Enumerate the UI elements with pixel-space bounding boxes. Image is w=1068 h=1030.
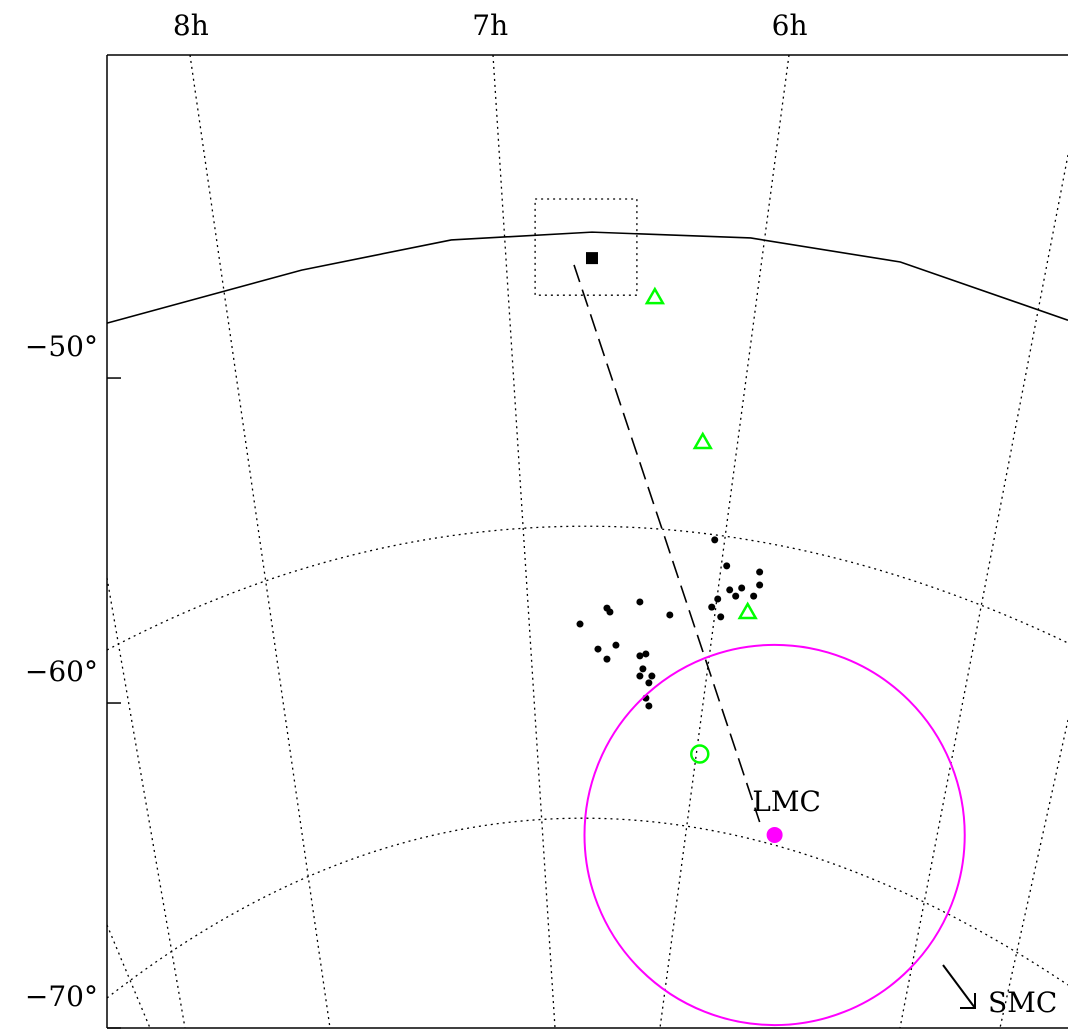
solid-line — [106, 231, 1068, 324]
ra-grid — [659, 54, 790, 1029]
dot — [639, 665, 647, 673]
dot — [594, 645, 602, 653]
dot — [738, 584, 746, 592]
dot — [666, 611, 674, 619]
x-tick-label: 8h — [173, 9, 209, 42]
y-tick-label: −70° — [25, 980, 98, 1013]
frame — [106, 54, 1068, 1029]
coordinate-grid — [106, 54, 1068, 1029]
dot — [756, 568, 764, 576]
dot — [648, 672, 656, 680]
dot — [636, 672, 644, 680]
extent-circle — [583, 643, 966, 1027]
dot — [612, 641, 620, 649]
dot — [636, 652, 644, 660]
dot — [603, 655, 611, 663]
point-label: LMC — [752, 785, 821, 818]
ra-grid — [492, 54, 556, 1029]
triangle-marker — [644, 286, 666, 305]
arrow-shaft — [942, 964, 976, 1009]
x-tick-label: 7h — [472, 9, 508, 42]
arrow-head — [960, 993, 976, 1009]
y-tick-label: −50° — [25, 330, 98, 363]
dot — [711, 536, 719, 544]
x-tick-label: 6h — [772, 9, 808, 42]
triangle-marker — [737, 601, 758, 620]
big-dot — [766, 826, 783, 843]
y-tick-label: −60° — [25, 655, 98, 688]
dot — [708, 603, 716, 611]
dot — [756, 581, 764, 589]
dot — [732, 592, 740, 600]
dot — [642, 650, 650, 658]
smc-arrow: SMC — [942, 964, 1057, 1019]
ra-grid — [899, 154, 1068, 1029]
dot — [636, 598, 644, 606]
dec-grid — [106, 525, 1068, 651]
square-marker — [585, 252, 598, 265]
dot — [717, 613, 725, 621]
ra-grid — [106, 577, 186, 1029]
dot — [726, 586, 734, 594]
dec-grid — [106, 817, 1068, 999]
ring-marker — [690, 744, 710, 764]
dashed-line — [573, 264, 761, 823]
dot — [723, 562, 731, 570]
ra-grid — [999, 719, 1068, 1029]
dot — [714, 595, 722, 603]
dot — [645, 702, 653, 710]
ra-grid — [106, 924, 151, 1029]
dot — [606, 608, 614, 616]
dot — [750, 592, 758, 600]
selection-box — [534, 198, 638, 296]
ra-grid — [189, 54, 331, 1029]
dot — [645, 679, 653, 687]
annotation: SMC — [988, 986, 1057, 1019]
dot — [576, 620, 584, 628]
triangle-marker — [692, 431, 713, 450]
